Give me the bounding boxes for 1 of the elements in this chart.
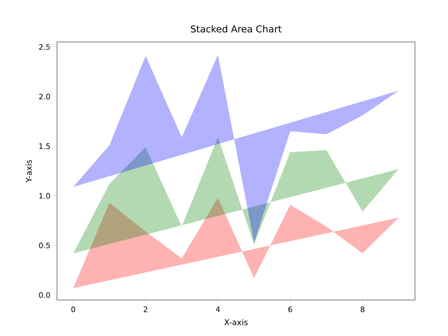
chart-title: Stacked Area Chart — [190, 25, 282, 33]
